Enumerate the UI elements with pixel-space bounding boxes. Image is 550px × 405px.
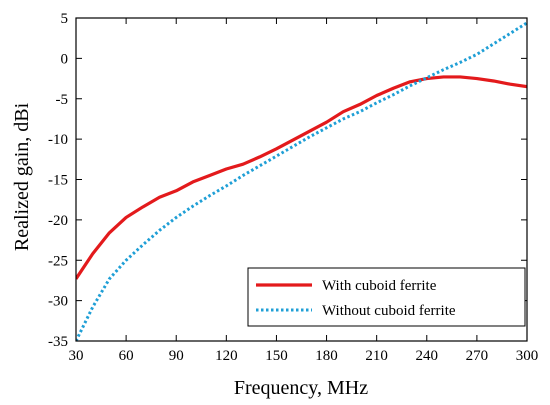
x-tick-label: 210	[365, 348, 388, 364]
x-axis-title: Frequency, MHz	[234, 377, 368, 399]
y-axis-title: Realized gain, dBi	[11, 102, 33, 251]
y-tick-label: -15	[48, 173, 68, 189]
y-tick-label: -35	[48, 334, 68, 350]
x-tick-label: 60	[119, 348, 134, 364]
y-tick-label: -20	[48, 213, 68, 229]
axes-layer: 30 60 90 120 150 180 210 240 270 300 5 0 -5 -10 -15 -20…	[48, 11, 538, 364]
y-tick-label: -5	[56, 92, 69, 108]
legend-label-1: With cuboid ferrite	[322, 278, 437, 294]
y-tick-label: -30	[48, 294, 68, 310]
x-tick-label: 150	[265, 348, 288, 364]
series-line-1	[76, 75, 527, 280]
plot-layer	[76, 21, 527, 342]
y-tick-label: 5	[61, 11, 69, 27]
x-tick-label: 90	[169, 348, 184, 364]
legend: With cuboid ferrite Without cuboid ferrit…	[247, 267, 526, 327]
x-tick-label: 120	[215, 348, 238, 364]
x-tick-label: 30	[69, 348, 84, 364]
y-tick-label: -25	[48, 253, 68, 269]
series-line-2	[76, 21, 527, 342]
y-tick-label: -10	[48, 132, 68, 148]
x-tick-label: 270	[466, 348, 489, 364]
legend-label-2: Without cuboid ferrite	[322, 303, 456, 319]
y-tick-label: 0	[61, 51, 69, 67]
x-tick-label: 180	[315, 348, 338, 364]
legend-box	[247, 267, 526, 327]
x-tick-label: 240	[416, 348, 439, 364]
x-tick-label: 300	[516, 348, 539, 364]
